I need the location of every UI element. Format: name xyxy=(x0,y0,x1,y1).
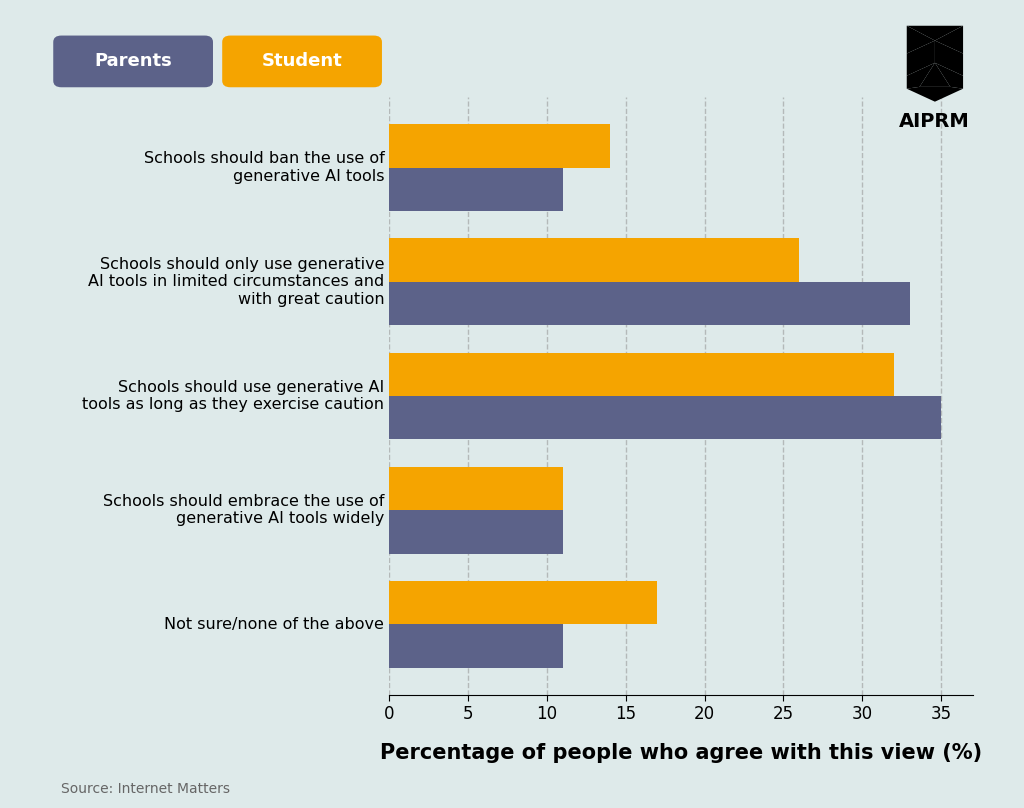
Polygon shape xyxy=(935,40,963,76)
Bar xyxy=(389,167,562,211)
Bar xyxy=(389,467,562,510)
Polygon shape xyxy=(907,26,935,53)
Text: Source: Internet Matters: Source: Internet Matters xyxy=(61,782,230,796)
Bar xyxy=(389,282,909,325)
Polygon shape xyxy=(907,87,963,102)
Polygon shape xyxy=(920,63,950,87)
Polygon shape xyxy=(907,26,963,40)
Bar xyxy=(389,581,657,625)
X-axis label: Percentage of people who agree with this view (%): Percentage of people who agree with this… xyxy=(380,743,982,763)
Polygon shape xyxy=(935,63,963,89)
Bar xyxy=(389,396,941,440)
Polygon shape xyxy=(935,26,963,53)
Bar xyxy=(389,124,610,167)
Polygon shape xyxy=(907,40,935,76)
Bar xyxy=(389,238,800,282)
Text: Student: Student xyxy=(262,53,342,70)
Bar xyxy=(389,352,894,396)
Text: AIPRM: AIPRM xyxy=(898,112,970,131)
Bar xyxy=(389,510,562,553)
Text: Parents: Parents xyxy=(94,53,172,70)
Bar xyxy=(389,625,562,667)
Polygon shape xyxy=(907,63,935,89)
